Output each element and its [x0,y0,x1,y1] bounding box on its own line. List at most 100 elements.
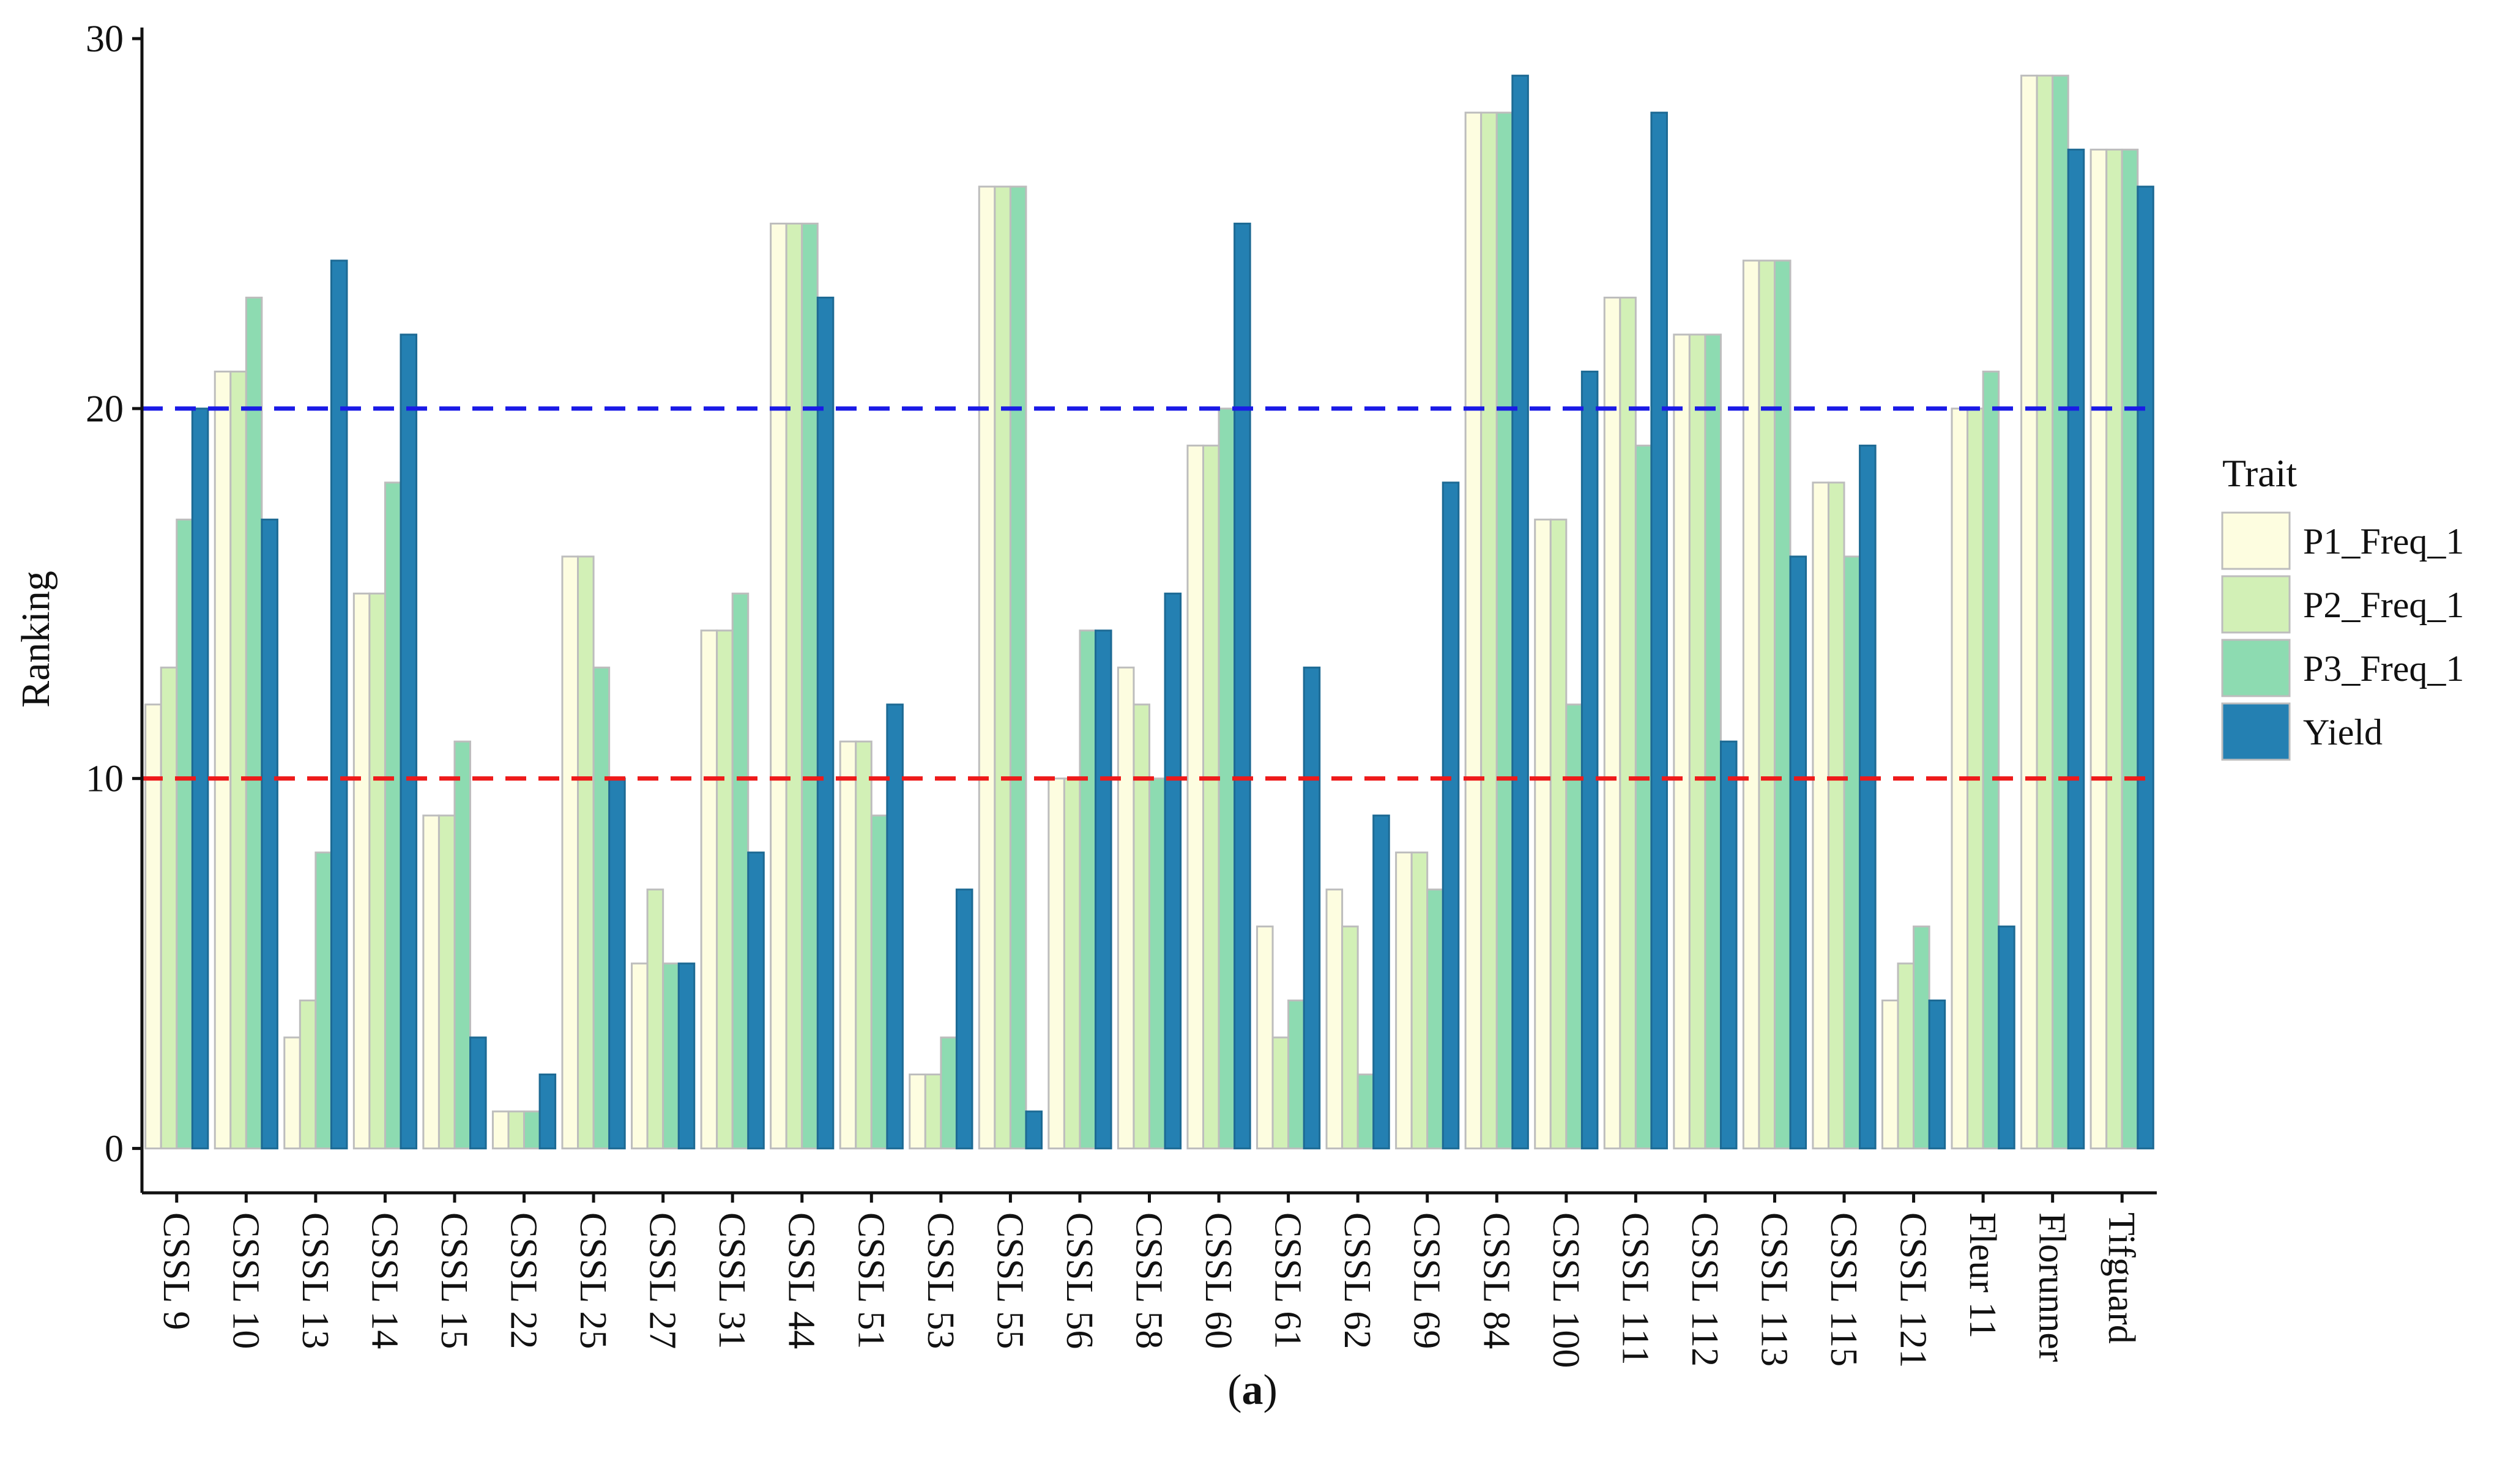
bar-p3-freq-1-27 [2052,75,2069,1149]
bar-p1-freq-1-15 [1186,444,1204,1149]
x-tick-label-7: CSSL 27 [642,1212,683,1349]
bar-yield-13 [1095,629,1112,1149]
caption-close: ) [1263,1367,1278,1414]
x-tick-label-17: CSSL 62 [1336,1212,1378,1349]
bar-yield-20 [1580,370,1599,1149]
bar-yield-28 [2137,185,2154,1149]
bar-p3-freq-1-5 [523,1110,541,1149]
bar-p2-freq-1-24 [1827,481,1845,1149]
y-tick-label-10: 10 [86,759,124,800]
bar-p3-freq-1-26 [1982,370,2000,1149]
x-tick-label-18: CSSL 69 [1406,1212,1448,1349]
bar-yield-19 [1511,75,1529,1149]
legend-label-p2-freq-1: P2_Freq_1 [2303,585,2464,625]
bar-p3-freq-1-19 [1495,111,1514,1149]
x-ticks: CSSL 9 CSSL 10 CSSL 13 CSSL 14 CSSL 15 CSSL 2… [155,1193,2142,1368]
reference-lines [142,406,2157,781]
bar-p3-freq-1-18 [1426,888,1444,1149]
x-tick-label-0: CSSL 9 [155,1212,197,1330]
y-tick-label-30: 30 [86,18,124,60]
x-tick-label-9: CSSL 44 [781,1212,822,1349]
legend: Trait P1_Freq_1 P2_Freq_1 P3_Freq_1 Yield [2221,451,2464,761]
x-tick-label-1: CSSL 10 [225,1212,266,1349]
bar-p2-freq-1-5 [507,1110,526,1149]
bar-p3-freq-1-14 [1148,777,1166,1149]
bar-yield-5 [538,1073,557,1149]
bar-p2-freq-1-19 [1480,111,1498,1149]
bar-p2-freq-1-22 [1688,333,1706,1149]
bar-p2-freq-1-1 [229,370,247,1149]
bar-p1-freq-1-18 [1395,851,1413,1149]
bar-p1-freq-1-4 [422,814,440,1149]
x-tick-label-14: CSSL 58 [1128,1212,1170,1349]
bar-p1-freq-1-22 [1673,333,1691,1149]
bar-p3-freq-1-6 [592,666,611,1149]
bar-yield-25 [1928,1000,1946,1149]
bar-p2-freq-1-16 [1271,1036,1290,1149]
bar-yield-9 [816,296,835,1149]
bar-yield-24 [1859,444,1877,1149]
x-tick-label-2: CSSL 13 [294,1212,336,1349]
bar-p3-freq-1-4 [453,740,472,1149]
bar-p3-freq-1-12 [1009,185,1027,1149]
bar-p3-freq-1-7 [662,962,680,1149]
bar-p3-freq-1-10 [870,814,888,1149]
bar-p2-freq-1-15 [1202,444,1220,1149]
x-tick-label-5: CSSL 22 [503,1212,545,1349]
bar-yield-11 [955,888,973,1149]
bar-p2-freq-1-14 [1133,703,1150,1149]
bar-yield-12 [1025,1110,1043,1149]
bar-p1-freq-1-12 [978,185,996,1149]
y-axis-title: Ranking [13,571,58,708]
bar-p1-freq-1-16 [1256,926,1274,1149]
bar-yield-3 [400,333,418,1149]
bar-p1-freq-1-5 [491,1110,510,1149]
bar-p2-freq-1-17 [1341,926,1359,1149]
y-tick-label-20: 20 [86,388,124,430]
bar-p1-freq-1-9 [770,223,787,1149]
bar-p1-freq-1-7 [631,962,649,1149]
bar-yield-8 [747,851,765,1149]
bar-yield-2 [330,259,348,1149]
x-tick-label-13: CSSL 56 [1059,1212,1100,1349]
x-tick-label-23: CSSL 113 [1753,1212,1795,1367]
bar-p1-freq-1-20 [1534,518,1552,1149]
bar-p3-freq-1-8 [731,592,750,1149]
bar-p1-freq-1-8 [700,629,718,1149]
bar-p2-freq-1-11 [924,1073,942,1149]
bar-p1-freq-1-13 [1047,777,1065,1149]
bar-yield-23 [1789,555,1807,1149]
bar-p2-freq-1-10 [855,740,873,1149]
bar-p3-freq-1-3 [384,481,402,1149]
x-tick-label-15: CSSL 60 [1197,1212,1239,1349]
bar-p2-freq-1-12 [994,185,1011,1149]
bar-p3-freq-1-24 [1843,555,1861,1149]
bar-p1-freq-1-19 [1464,111,1483,1149]
bar-yield-26 [1998,926,2015,1149]
y-ticks: 0 10 20 30 [86,18,142,1170]
legend-swatch-p2-freq-1 [2221,575,2291,634]
x-tick-label-26: Fleur 11 [1962,1212,2003,1338]
x-tick-label-3: CSSL 14 [363,1212,405,1349]
bar-p2-freq-1-25 [1897,962,1915,1149]
bar-p2-freq-1-3 [368,592,386,1149]
x-tick-label-24: CSSL 115 [1823,1212,1864,1367]
bar-p3-freq-1-2 [314,851,332,1149]
bar-p2-freq-1-4 [437,814,456,1149]
bar-p1-freq-1-6 [561,555,579,1149]
bar-yield-6 [608,777,626,1149]
bar-p2-freq-1-9 [785,223,803,1149]
bar-p1-freq-1-25 [1881,1000,1899,1149]
bar-p2-freq-1-27 [2036,75,2054,1149]
bar-p3-freq-1-22 [1704,333,1722,1149]
legend-title: Trait [2222,451,2297,495]
bar-p3-freq-1-20 [1565,703,1583,1149]
x-tick-label-28: Tifguard [2101,1212,2142,1344]
bar-p2-freq-1-18 [1410,851,1429,1149]
bar-yield-15 [1234,223,1251,1149]
y-tick-label-0: 0 [105,1128,124,1170]
x-tick-label-12: CSSL 55 [989,1212,1030,1349]
x-tick-label-21: CSSL 111 [1614,1212,1656,1365]
bar-yield-27 [2067,149,2085,1149]
